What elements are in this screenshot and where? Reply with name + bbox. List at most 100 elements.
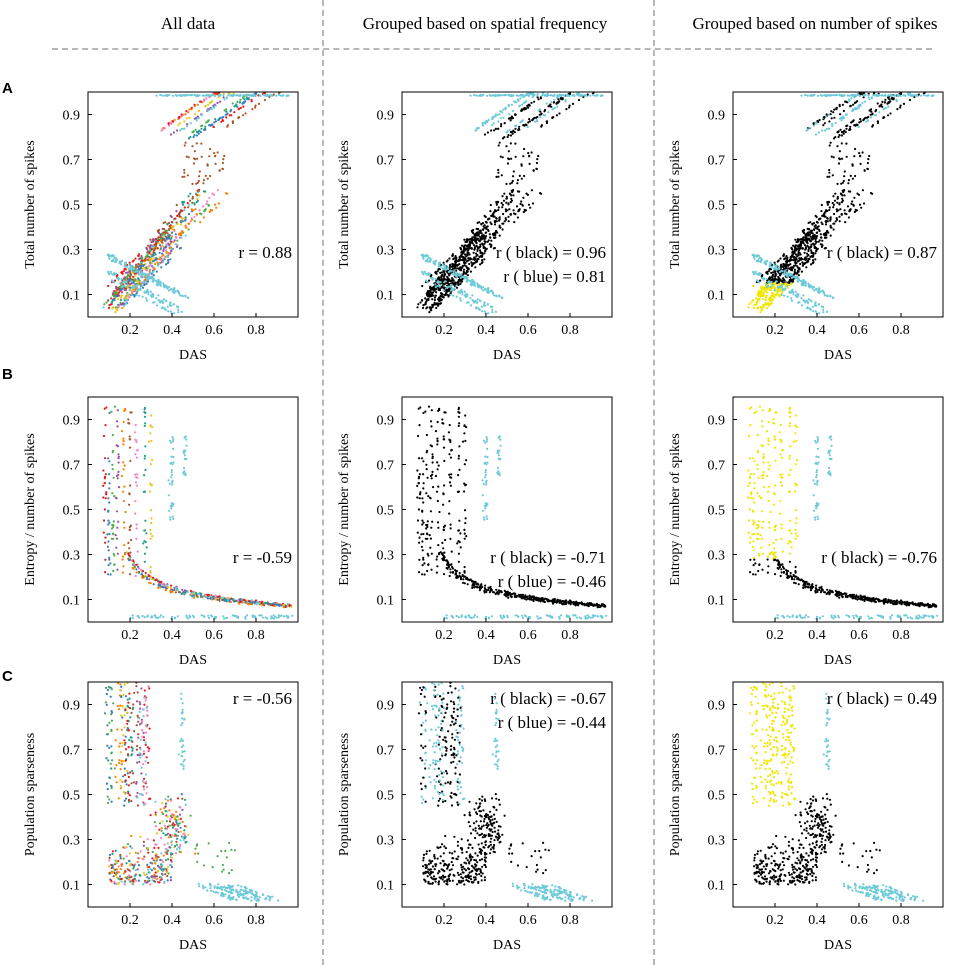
data-point (143, 283, 146, 287)
data-point (117, 470, 120, 473)
data-point (117, 473, 120, 476)
data-point (520, 94, 523, 97)
data-point (430, 309, 433, 312)
data-point (185, 438, 188, 441)
data-point (190, 218, 194, 221)
data-point (161, 301, 165, 304)
data-point (126, 298, 129, 301)
data-point (128, 528, 131, 532)
data-point (470, 264, 473, 267)
data-point (200, 127, 203, 130)
data-point (469, 270, 472, 273)
data-point (470, 247, 473, 250)
data-point (108, 473, 111, 476)
data-point (801, 238, 805, 241)
data-point (829, 216, 832, 219)
data-point (123, 280, 126, 283)
data-point (136, 279, 139, 282)
data-point (800, 257, 803, 260)
data-point (166, 262, 169, 265)
data-point (770, 281, 773, 284)
data-point (773, 264, 776, 267)
data-point (515, 94, 519, 97)
data-point (282, 604, 285, 607)
data-point (823, 294, 827, 297)
data-point (508, 113, 511, 116)
data-point (173, 588, 176, 592)
data-point (435, 303, 438, 306)
data-point (464, 294, 467, 297)
data-point (525, 123, 528, 126)
data-point (450, 270, 453, 273)
data-point (811, 287, 814, 290)
data-point (798, 257, 801, 260)
data-point (477, 126, 480, 129)
data-point (190, 106, 193, 109)
data-point (481, 310, 484, 313)
data-point (836, 195, 839, 198)
data-point (788, 290, 791, 293)
data-point (159, 93, 162, 96)
data-point (831, 125, 834, 128)
data-point (520, 109, 524, 112)
data-point (199, 594, 202, 597)
data-point (837, 162, 841, 165)
data-point (184, 113, 187, 116)
data-point (449, 285, 452, 288)
data-point (822, 308, 825, 311)
data-point (473, 93, 476, 96)
data-point (106, 545, 109, 549)
data-point (483, 240, 486, 243)
data-point (787, 263, 791, 267)
data-point (214, 162, 217, 165)
data-point (804, 284, 807, 287)
data-point (170, 220, 173, 224)
data-point (844, 131, 847, 134)
data-point (519, 121, 522, 124)
data-point (157, 586, 160, 590)
data-point (837, 135, 840, 139)
x-tick-label: 0.2 (435, 323, 453, 338)
data-point (747, 306, 750, 309)
data-point (170, 248, 173, 251)
data-point (422, 304, 425, 307)
data-point (222, 96, 225, 99)
data-point (247, 98, 250, 101)
data-point (207, 119, 210, 122)
data-point (189, 220, 192, 223)
data-point (867, 158, 870, 161)
data-point (814, 240, 817, 243)
data-point (434, 271, 437, 274)
data-point (781, 265, 785, 268)
data-point (836, 201, 839, 204)
data-point (759, 311, 762, 314)
data-point (505, 145, 508, 148)
data-point (161, 128, 164, 131)
data-point (442, 261, 445, 264)
data-point (507, 103, 510, 106)
data-point (768, 287, 771, 290)
data-point (813, 228, 816, 231)
data-point (131, 278, 134, 281)
data-point (171, 481, 174, 484)
data-point (504, 106, 507, 109)
data-point (158, 251, 161, 254)
data-point (465, 260, 468, 263)
data-point (196, 197, 199, 200)
data-point (181, 217, 184, 220)
data-point (171, 504, 174, 507)
data-point (556, 94, 560, 97)
data-point (501, 94, 504, 97)
data-point (820, 305, 824, 308)
data-point (797, 280, 800, 283)
data-point (191, 195, 194, 198)
data-point (183, 592, 186, 595)
data-point (223, 597, 226, 600)
x-tick-label: 0.8 (892, 323, 910, 338)
data-point (119, 296, 122, 299)
data-point (777, 266, 780, 269)
data-point (156, 247, 159, 250)
data-point (197, 132, 200, 135)
data-point (484, 250, 487, 253)
data-point (512, 170, 515, 173)
